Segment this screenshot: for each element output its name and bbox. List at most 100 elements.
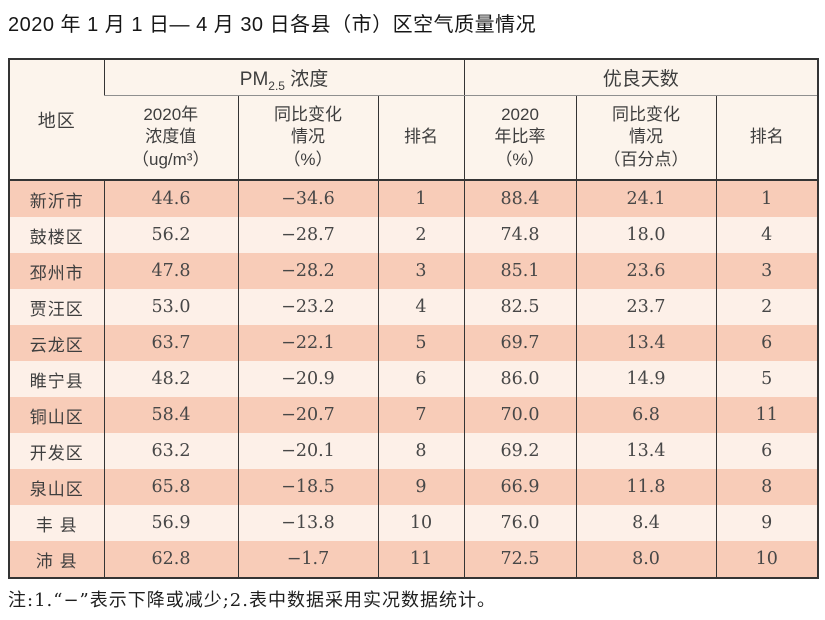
cell-region: 丰 县 — [35, 515, 78, 535]
column-header-gooddays-change: 同比变化 情况 （百分点） — [575, 95, 716, 181]
table-cell: 14.9 — [575, 361, 716, 397]
page-title: 2020 年 1 月 1 日— 4 月 30 日各县（市）区空气质量情况 — [8, 14, 537, 36]
table-cell: 62.8 — [103, 541, 238, 578]
table-row: 云龙区 63.7 −22.1 5 69.7 13.4 6 — [9, 325, 818, 361]
table-row: 新沂市 44.6 −34.6 1 88.4 24.1 1 — [9, 180, 818, 217]
table-cell: 9 — [715, 505, 818, 541]
table-cell: −18.5 — [237, 469, 378, 505]
table-cell: 65.8 — [103, 469, 238, 505]
cell-region: 新沂市 — [29, 191, 84, 211]
table-row: 鼓楼区 56.2 −28.7 2 74.8 18.0 4 — [9, 217, 818, 253]
table-cell: 10 — [715, 541, 818, 578]
table-cell: 5 — [377, 325, 464, 361]
table-row: 邳州市 47.8 −28.2 3 85.1 23.6 3 — [9, 253, 818, 289]
table-cell: −34.6 — [237, 180, 378, 217]
table-cell: 4 — [715, 217, 818, 253]
group-header-good-days: 优良天数 — [463, 59, 818, 96]
pm25-label-suffix: 浓度 — [284, 69, 329, 90]
table-cell: 4 — [377, 289, 464, 325]
sub-header-row: 2020年 浓度值 （ug/m³） 同比变化 情况 （%） 排名 2020 年比… — [9, 95, 818, 181]
table-cell: 2 — [715, 289, 818, 325]
table-cell: −20.1 — [237, 433, 378, 469]
table-cell: 3 — [715, 253, 818, 289]
table-cell: 48.2 — [103, 361, 238, 397]
air-quality-table: 地区 PM2.5 浓度 优良天数 2020年 浓度值 （ug/m³） 同比变化 … — [8, 58, 819, 579]
cell-region: 开发区 — [29, 443, 84, 463]
table-cell: 5 — [715, 361, 818, 397]
table-cell: 58.4 — [103, 397, 238, 433]
table-cell: 23.7 — [575, 289, 716, 325]
cell-region: 邳州市 — [29, 263, 84, 283]
table-header: 地区 PM2.5 浓度 优良天数 2020年 浓度值 （ug/m³） 同比变化 … — [9, 59, 818, 181]
table-cell: 69.2 — [463, 433, 576, 469]
table-cell: 8.4 — [575, 505, 716, 541]
table-cell: 8 — [715, 469, 818, 505]
group-header-row: 地区 PM2.5 浓度 优良天数 — [9, 59, 818, 181]
cell-region: 鼓楼区 — [29, 227, 84, 247]
column-header-gooddays-rank: 排名 — [715, 95, 818, 181]
table-cell: 82.5 — [463, 289, 576, 325]
table-cell: 2 — [377, 217, 464, 253]
table-cell: −1.7 — [237, 541, 378, 578]
pm25-label-subscript: 2.5 — [268, 78, 285, 93]
table-cell: 76.0 — [463, 505, 576, 541]
column-header-gooddays-rate: 2020 年比率 （%） — [463, 95, 576, 181]
cell-region: 沛 县 — [35, 551, 78, 571]
table-cell: 88.4 — [463, 180, 576, 217]
table-cell: 24.1 — [575, 180, 716, 217]
column-header-pm25-change: 同比变化 情况 （%） — [237, 95, 378, 181]
table-cell: 18.0 — [575, 217, 716, 253]
table-cell: 72.5 — [463, 541, 576, 578]
table-cell: 70.0 — [463, 397, 576, 433]
table-cell: 7 — [377, 397, 464, 433]
table-cell: 10 — [377, 505, 464, 541]
cell-region: 云龙区 — [29, 335, 84, 355]
table-cell: 13.4 — [575, 325, 716, 361]
table-cell: 66.9 — [463, 469, 576, 505]
table-cell: −20.7 — [237, 397, 378, 433]
table-cell: 8 — [377, 433, 464, 469]
table-cell: 63.7 — [103, 325, 238, 361]
table-cell: 11.8 — [575, 469, 716, 505]
cell-region: 泉山区 — [29, 479, 84, 499]
table-row: 开发区 63.2 −20.1 8 69.2 13.4 6 — [9, 433, 818, 469]
table-cell: −23.2 — [237, 289, 378, 325]
table-cell: 6.8 — [575, 397, 716, 433]
table-cell: 85.1 — [463, 253, 576, 289]
table-cell: 53.0 — [103, 289, 238, 325]
footnote: 注:1.“−”表示下降或减少;2.表中数据采用实况数据统计。 — [8, 590, 496, 611]
table-cell: 63.2 — [103, 433, 238, 469]
group-header-pm25: PM2.5 浓度 — [103, 59, 464, 96]
table-cell: 56.9 — [103, 505, 238, 541]
table-cell: 3 — [377, 253, 464, 289]
table-cell: 11 — [377, 541, 464, 578]
table-row: 铜山区 58.4 −20.7 7 70.0 6.8 11 — [9, 397, 818, 433]
table-cell: 13.4 — [575, 433, 716, 469]
column-header-pm25-rank: 排名 — [377, 95, 464, 181]
table-row: 泉山区 65.8 −18.5 9 66.9 11.8 8 — [9, 469, 818, 505]
table-cell: 56.2 — [103, 217, 238, 253]
table-cell: 47.8 — [103, 253, 238, 289]
cell-region: 睢宁县 — [29, 371, 84, 391]
column-header-pm25-value: 2020年 浓度值 （ug/m³） — [104, 95, 238, 181]
table-cell: 8.0 — [575, 541, 716, 578]
pm25-label-prefix: PM — [239, 69, 269, 90]
table-cell: −28.7 — [237, 217, 378, 253]
table-cell: 11 — [715, 397, 818, 433]
table-cell: −20.9 — [237, 361, 378, 397]
table-row: 丰 县 56.9 −13.8 10 76.0 8.4 9 — [9, 505, 818, 541]
table-cell: 6 — [715, 433, 818, 469]
table-cell: 1 — [377, 180, 464, 217]
cell-region: 铜山区 — [29, 407, 84, 427]
table-row: 贾汪区 53.0 −23.2 4 82.5 23.7 2 — [9, 289, 818, 325]
table-cell: 69.7 — [463, 325, 576, 361]
table-cell: 74.8 — [463, 217, 576, 253]
table-cell: 86.0 — [463, 361, 576, 397]
table-cell: 9 — [377, 469, 464, 505]
table-row: 睢宁县 48.2 −20.9 6 86.0 14.9 5 — [9, 361, 818, 397]
table-cell: 23.6 — [575, 253, 716, 289]
table-cell: −28.2 — [237, 253, 378, 289]
table-cell: −13.8 — [237, 505, 378, 541]
table-cell: 44.6 — [103, 180, 238, 217]
table-cell: 6 — [377, 361, 464, 397]
